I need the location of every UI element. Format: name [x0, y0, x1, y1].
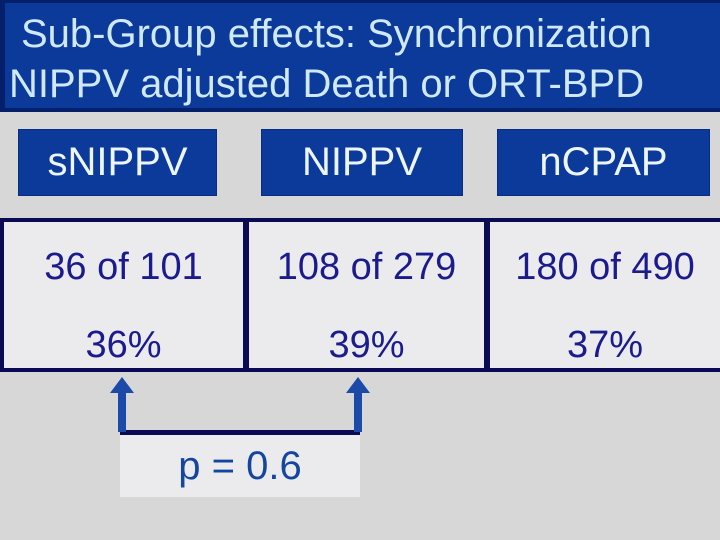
comparison-bracket-line [120, 430, 360, 435]
nippv-percent: 39% [328, 324, 405, 366]
table-cell-ncpap: 180 of 490 37% [490, 222, 720, 368]
arrow-shaft [354, 391, 362, 432]
results-table: 36 of 101 36% 108 of 279 39% 180 of 490 … [0, 218, 720, 372]
table-cell-nippv: 108 of 279 39% [249, 222, 484, 368]
p-value-box: p = 0.6 [120, 435, 360, 497]
snippv-percent: 36% [85, 324, 162, 366]
arrowhead-icon [346, 377, 370, 393]
ncpap-count: 180 of 490 [515, 246, 695, 288]
group-header-snippv: sNIPPV [18, 129, 217, 196]
slide-title-band: Sub-Group effects: Synchronization NIPPV… [0, 0, 720, 112]
p-value-label: p = 0.6 [178, 443, 302, 488]
nippv-count: 108 of 279 [276, 246, 457, 288]
ncpap-percent: 37% [566, 324, 644, 366]
arrow-shaft [118, 391, 126, 432]
slide-title-line-2: NIPPV adjusted Death or ORT-BPD [9, 62, 645, 106]
slide-title-line-1: Sub-Group effects: Synchronization [21, 12, 652, 56]
snippv-count: 36 of 101 [44, 246, 203, 288]
group-header-ncpap: nCPAP [497, 129, 710, 196]
arrowhead-icon [110, 377, 134, 393]
group-header-nippv: NIPPV [261, 129, 463, 196]
table-cell-snippv: 36 of 101 36% [4, 222, 243, 368]
